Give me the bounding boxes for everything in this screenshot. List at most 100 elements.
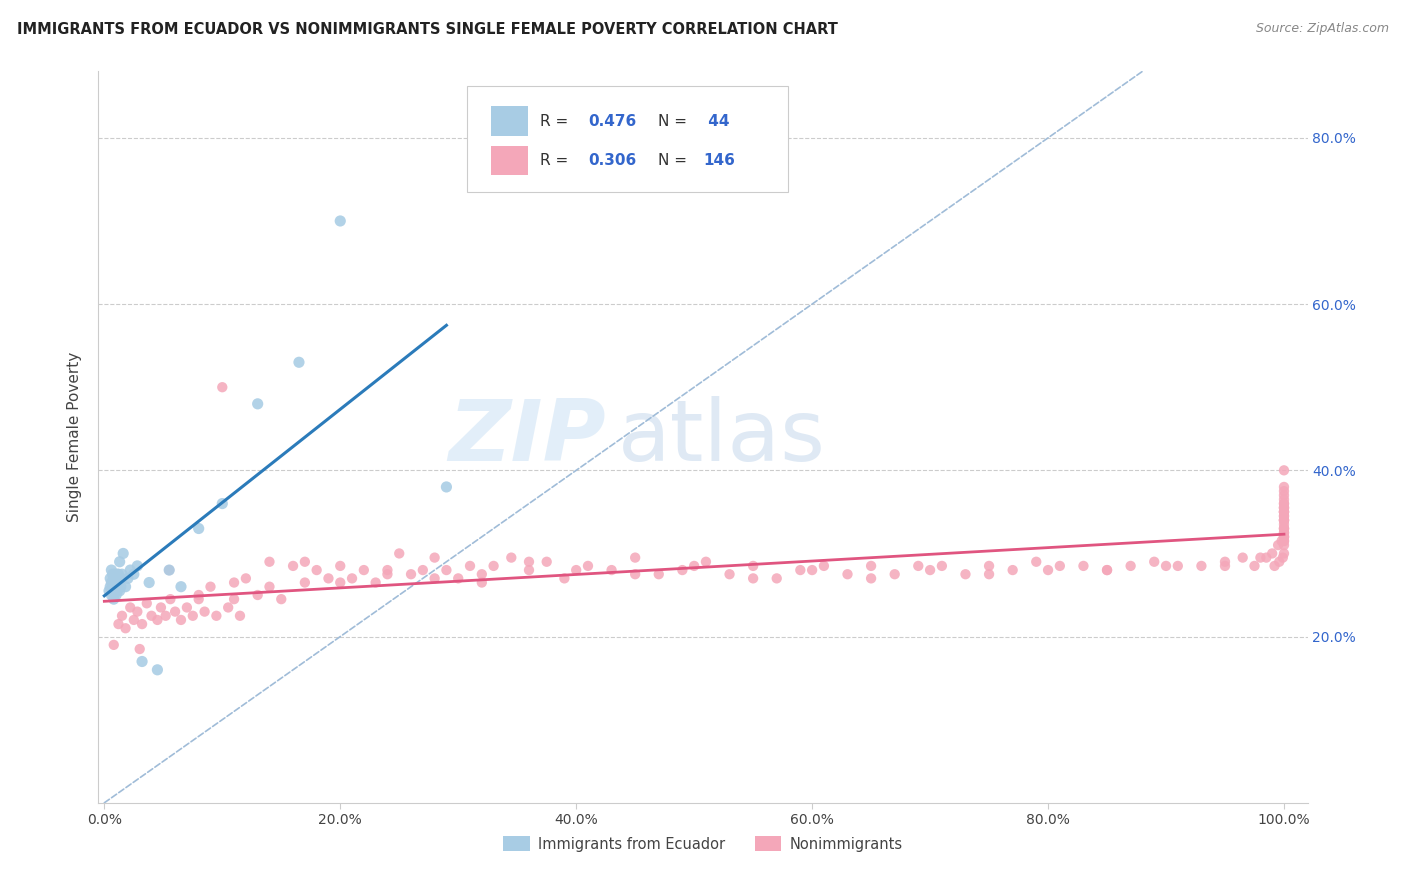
Point [100,575,122,590]
Point [742,558,765,573]
Point [1232,550,1254,565]
Text: N =: N = [658,113,692,128]
Point [98,571,121,585]
Point [107,567,129,582]
Point [217,600,239,615]
Text: 44: 44 [703,113,730,128]
Point [388,546,411,560]
Point [1272,463,1295,477]
Point [1213,555,1236,569]
FancyBboxPatch shape [467,86,787,192]
Point [157,563,180,577]
Point [1272,525,1295,540]
Point [170,613,193,627]
Point [624,567,647,582]
Point [281,558,304,573]
Point [1001,563,1024,577]
Point [1272,500,1295,515]
Point [100,563,122,577]
Point [187,521,209,535]
Point [1272,505,1295,519]
Text: R =: R = [540,113,572,128]
Point [105,575,128,590]
Point [187,588,209,602]
Point [377,567,399,582]
Point [765,571,787,585]
Point [1272,546,1295,560]
Point [100,588,122,602]
Point [98,580,121,594]
Point [101,583,124,598]
Point [170,580,193,594]
Legend: Immigrants from Ecuador, Nonimmigrants: Immigrants from Ecuador, Nonimmigrants [498,830,908,858]
Point [565,563,588,577]
Point [458,558,481,573]
Point [1272,500,1295,515]
Point [977,567,1000,582]
Point [399,567,422,582]
Point [1272,505,1295,519]
Point [159,592,181,607]
Point [1272,484,1295,499]
Point [1272,513,1295,527]
Point [436,563,458,577]
Point [1268,555,1291,569]
Point [1272,530,1295,544]
Point [146,613,169,627]
Point [471,575,494,590]
Point [1272,513,1295,527]
Point [103,592,125,607]
Point [1272,513,1295,527]
Text: IMMIGRANTS FROM ECUADOR VS NONIMMIGRANTS SINGLE FEMALE POVERTY CORRELATION CHART: IMMIGRANTS FROM ECUADOR VS NONIMMIGRANTS… [17,22,838,37]
Point [127,558,149,573]
Point [1272,521,1295,535]
Point [114,580,136,594]
Point [931,558,953,573]
Point [294,575,316,590]
Point [105,583,128,598]
Point [977,558,1000,573]
Point [141,608,163,623]
Point [329,558,352,573]
Point [920,563,942,577]
Point [423,571,446,585]
Text: Source: ZipAtlas.com: Source: ZipAtlas.com [1256,22,1389,36]
Point [211,380,233,394]
Point [1272,509,1295,524]
Point [111,567,134,582]
Point [246,397,269,411]
Point [107,617,129,632]
Point [112,546,135,560]
Point [695,555,717,569]
Point [1267,538,1289,552]
Point [1249,550,1271,565]
Point [131,655,153,669]
Point [1189,558,1212,573]
Point [860,571,883,585]
Point [907,558,929,573]
Point [1272,525,1295,540]
Point [108,555,131,569]
Point [1272,513,1295,527]
Point [1271,533,1294,548]
Point [104,583,127,598]
Point [683,558,706,573]
Text: 0.306: 0.306 [588,153,637,168]
Point [600,563,623,577]
Point [436,480,458,494]
Point [364,575,387,590]
Text: atlas: atlas [619,395,827,479]
Point [103,638,125,652]
Point [412,563,434,577]
Text: N =: N = [658,153,692,168]
Point [157,563,180,577]
Point [447,571,470,585]
Point [114,621,136,635]
Point [103,580,125,594]
Point [110,580,132,594]
Point [955,567,977,582]
Point [860,558,883,573]
Point [423,550,446,565]
Point [482,558,505,573]
Point [1272,497,1295,511]
